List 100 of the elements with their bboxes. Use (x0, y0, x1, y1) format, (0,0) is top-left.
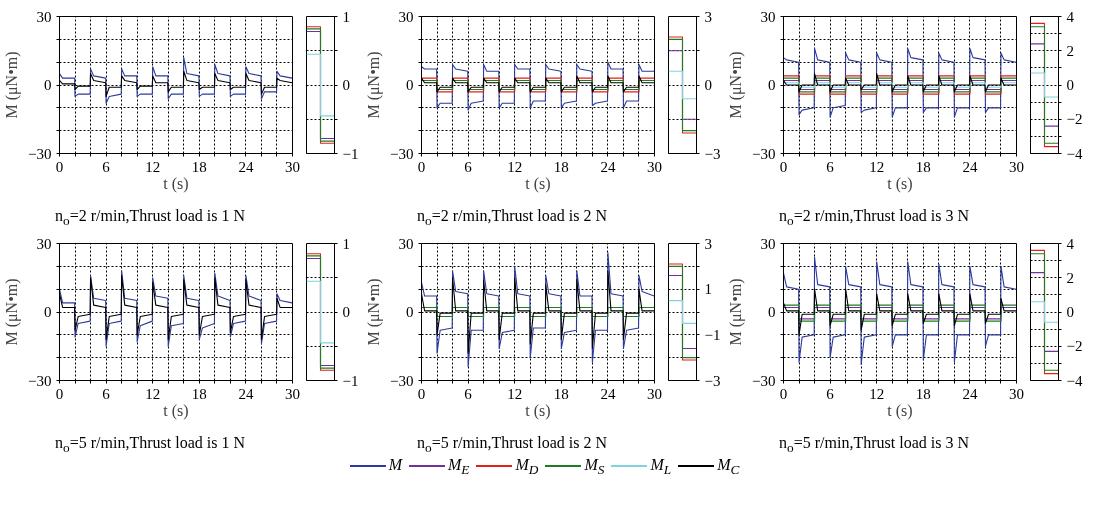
y-tick-label: 30 (760, 235, 776, 252)
x-tick-label: 12 (507, 385, 523, 402)
x-tick-label: 6 (464, 158, 473, 175)
x-tick-label: 0 (55, 385, 64, 402)
x-tick-label: 12 (145, 385, 161, 402)
legend-label: M (388, 456, 402, 473)
y-tick-label: 0 (342, 304, 350, 320)
legend-label: M$_{D}$ (515, 456, 539, 478)
text: n$_{o}$=5 r/min,Thrust load is 3 N (779, 433, 969, 458)
text: n$_{o}$=2 r/min,Thrust load is 3 N (779, 206, 969, 231)
x-axis-title: t (s) (887, 401, 913, 420)
y-tick-label: −4 (1066, 145, 1083, 162)
y-axis-title: M (μN•m) (365, 51, 384, 119)
y-tick-label: 0 (1066, 304, 1074, 320)
text: n$_{o}$=5 r/min,Thrust load is 1 N (55, 433, 245, 458)
x-tick-label: 18 (915, 158, 931, 175)
y-tick-label: −30 (752, 145, 776, 162)
x-tick-label: 0 (55, 158, 64, 175)
x-axis-title: t (s) (163, 174, 189, 193)
y-tick-label: 4 (1066, 8, 1075, 25)
y-tick-label: 30 (398, 235, 414, 252)
legend-label: M$_{E}$ (447, 456, 470, 478)
x-tick-label: 18 (553, 385, 569, 402)
x-tick-label: 18 (191, 385, 207, 402)
x-tick-label: 0 (779, 385, 788, 402)
x-tick-label: 30 (1009, 385, 1024, 402)
x-tick-label: 6 (826, 385, 835, 402)
text: n$_{o}$=2 r/min,Thrust load is 1 N (55, 206, 245, 231)
legend-label: M$_{L}$ (650, 456, 672, 478)
x-tick-label: 24 (238, 385, 254, 402)
legend-label: M$_{C}$ (717, 456, 740, 478)
y-tick-label: 1 (704, 281, 712, 298)
x-tick-label: 24 (600, 385, 616, 402)
x-tick-label: 18 (553, 158, 569, 175)
y-tick-label: 30 (36, 235, 52, 252)
y-tick-label: 0 (342, 77, 350, 93)
x-tick-label: 0 (779, 158, 788, 175)
x-tick-label: 24 (962, 385, 978, 402)
y-tick-label: 0 (768, 77, 776, 93)
x-tick-label: 12 (145, 158, 161, 175)
y-tick-label: 3 (704, 235, 712, 252)
y-tick-label: 1 (342, 235, 350, 252)
x-tick-label: 0 (417, 385, 426, 402)
x-axis-title: t (s) (887, 174, 913, 193)
x-tick-label: 24 (962, 158, 978, 175)
y-axis-title: M (μN•m) (3, 51, 22, 119)
x-tick-label: 30 (285, 385, 300, 402)
y-axis-title: M (μN•m) (727, 51, 746, 119)
x-tick-label: 30 (647, 385, 662, 402)
x-tick-label: 18 (191, 158, 207, 175)
y-tick-label: −30 (28, 372, 52, 389)
y-tick-label: 1 (342, 8, 350, 25)
y-tick-label: −30 (390, 372, 414, 389)
x-tick-label: 12 (869, 158, 885, 175)
x-tick-label: 12 (507, 158, 523, 175)
y-tick-label: −1 (342, 372, 359, 389)
y-tick-label: 0 (768, 304, 776, 320)
y-tick-label: 4 (1066, 235, 1075, 252)
y-tick-label: 2 (1066, 42, 1074, 59)
x-axis-title: t (s) (525, 401, 551, 420)
y-tick-label: 0 (44, 77, 52, 93)
y-tick-label: −2 (1066, 111, 1083, 128)
x-axis-title: t (s) (525, 174, 551, 193)
y-tick-label: 30 (398, 8, 414, 25)
y-tick-label: −3 (704, 372, 721, 389)
x-tick-label: 6 (826, 158, 835, 175)
y-tick-label: 0 (406, 304, 414, 320)
y-tick-label: −30 (28, 145, 52, 162)
y-axis-title: M (μN•m) (365, 278, 384, 346)
y-tick-label: −30 (752, 372, 776, 389)
y-tick-label: 30 (760, 8, 776, 25)
y-tick-label: −3 (704, 145, 721, 162)
y-tick-label: 0 (406, 77, 414, 93)
y-tick-label: −4 (1066, 372, 1083, 389)
text: n$_{o}$=5 r/min,Thrust load is 2 N (417, 433, 607, 458)
x-tick-label: 30 (647, 158, 662, 175)
y-tick-label: 0 (704, 77, 712, 93)
text: n$_{o}$=2 r/min,Thrust load is 2 N (417, 206, 607, 231)
x-axis-title: t (s) (163, 401, 189, 420)
x-tick-label: 6 (102, 158, 111, 175)
x-tick-label: 30 (285, 158, 300, 175)
legend-label: M$_{S}$ (584, 456, 605, 478)
y-tick-label: 0 (44, 304, 52, 320)
x-tick-label: 24 (600, 158, 616, 175)
y-tick-label: −1 (704, 326, 721, 343)
y-tick-label: 0 (1066, 77, 1074, 93)
y-axis-title: M (μN•m) (727, 278, 746, 346)
y-tick-label: −1 (342, 145, 359, 162)
x-tick-label: 0 (417, 158, 426, 175)
x-tick-label: 6 (464, 385, 473, 402)
y-tick-label: −30 (390, 145, 414, 162)
x-tick-label: 18 (915, 385, 931, 402)
x-tick-label: 6 (102, 385, 111, 402)
x-tick-label: 12 (869, 385, 885, 402)
y-tick-label: 3 (704, 8, 712, 25)
y-tick-label: 2 (1066, 269, 1074, 286)
y-axis-title: M (μN•m) (3, 278, 22, 346)
x-tick-label: 30 (1009, 158, 1024, 175)
x-tick-label: 24 (238, 158, 254, 175)
y-tick-label: 30 (36, 8, 52, 25)
